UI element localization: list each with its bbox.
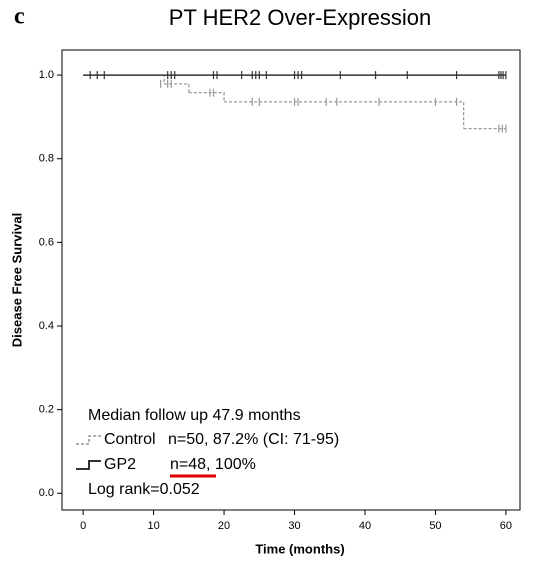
y-tick-label: 0.8	[39, 153, 54, 165]
legend-symbol	[76, 460, 101, 470]
y-tick-label: 0.2	[39, 404, 54, 416]
y-tick-label: 1.0	[39, 69, 54, 81]
survival-step	[224, 101, 465, 129]
chart-title: PT HER2 Over-Expression	[169, 5, 431, 30]
x-tick-label: 40	[359, 520, 371, 532]
annotation: Log rank=0.052	[88, 481, 200, 498]
x-tick-label: 10	[147, 520, 159, 532]
annotation: n=48, 100%	[170, 456, 256, 473]
panel-label: c	[14, 4, 25, 30]
legend-symbol	[76, 435, 101, 445]
y-tick-label: 0.6	[39, 236, 54, 248]
legend-label: Control	[104, 431, 156, 448]
legend-label: GP2	[104, 456, 136, 473]
x-axis-label: Time (months)	[255, 541, 344, 556]
y-tick-label: 0.4	[39, 320, 54, 332]
annotation: n=50, 87.2% (CI: 71-95)	[168, 431, 339, 448]
y-axis-label: Disease Free Survival	[9, 213, 24, 347]
y-tick-label: 0.0	[39, 487, 54, 499]
x-tick-label: 50	[429, 520, 441, 532]
survival-step	[164, 83, 190, 93]
x-tick-label: 20	[218, 520, 230, 532]
x-tick-label: 0	[80, 520, 86, 532]
plot-frame	[61, 49, 521, 511]
survival-step	[83, 74, 165, 84]
annotation: Median follow up 47.9 months	[88, 407, 301, 424]
survival-step	[188, 92, 225, 102]
x-tick-label: 30	[288, 520, 300, 532]
x-tick-label: 60	[500, 520, 512, 532]
